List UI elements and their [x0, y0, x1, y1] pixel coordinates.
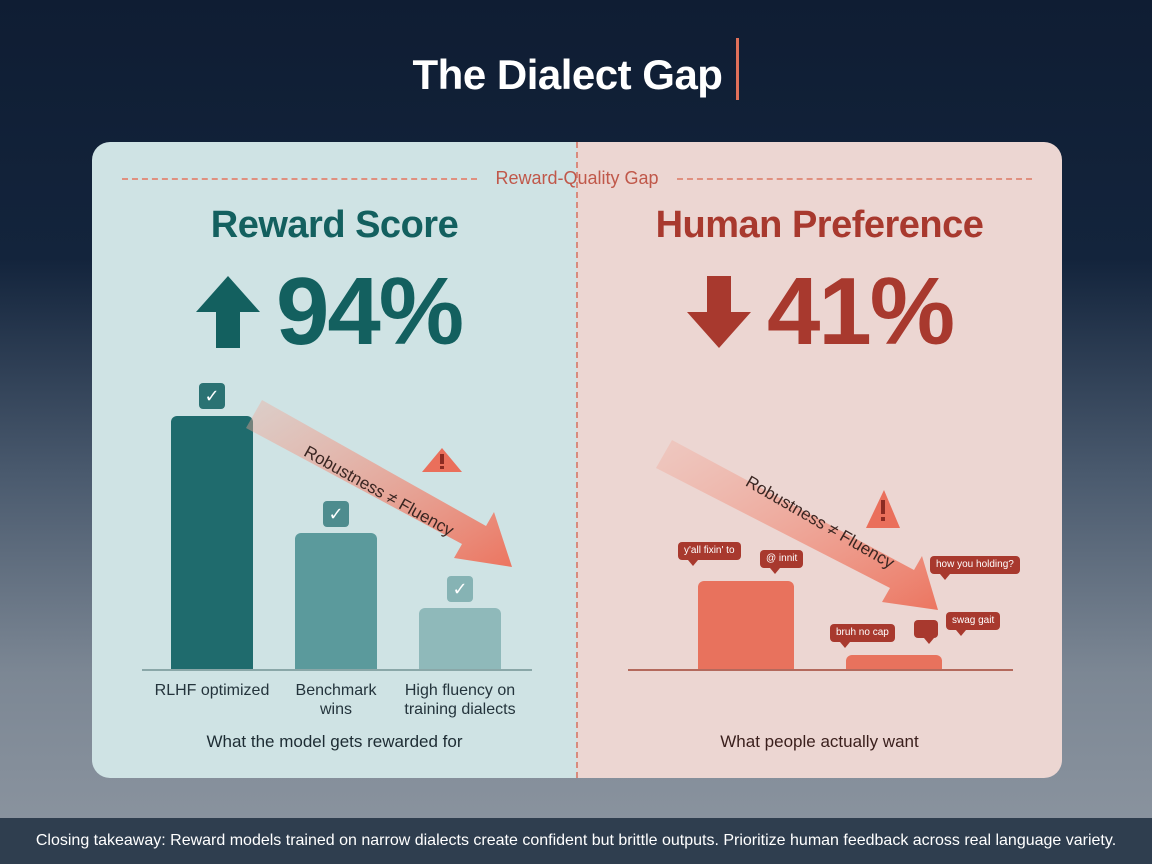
human-preference-value-row: 41% [687, 258, 955, 365]
arrow-down-icon [687, 276, 751, 348]
gap-dashed-line-right [677, 178, 1032, 180]
bar-label-benchmark: Benchmark wins [295, 682, 377, 718]
left-baseline [142, 669, 532, 671]
bar-benchmark-wins [295, 533, 377, 670]
bar-dialect-preference-2 [846, 655, 942, 670]
gap-label: Reward-Quality Gap [495, 168, 659, 188]
arrow-up-icon [196, 276, 260, 348]
title-accent-bar [736, 38, 740, 100]
dialect-bubble: y'all fixin' to [678, 542, 741, 566]
bar-high-fluency [419, 608, 501, 670]
check-icon: ✓ [447, 576, 473, 602]
reward-score-value: 94% [276, 258, 464, 365]
reward-score-value-row: 94% [196, 258, 464, 365]
dialect-bubble: swag gait [946, 612, 1001, 636]
dialect-bubble-empty [914, 620, 938, 644]
closing-takeaway: Closing takeaway: Reward models trained … [0, 818, 1152, 864]
center-divider [576, 142, 578, 778]
bar-label-fluency: High fluency on training dialects [404, 682, 516, 718]
left-caption: What the model gets rewarded for [206, 732, 463, 751]
right-baseline [628, 669, 1013, 671]
comparison-card: Reward-Quality Gap Reward Score 94% ✓ ✓ … [92, 142, 1062, 778]
bar-label-rlhf: RLHF optimized [154, 682, 270, 699]
reward-score-heading: Reward Score [210, 204, 459, 246]
dialect-bubble: how you holding? [930, 556, 1020, 580]
gap-dashed-line-left [122, 178, 477, 180]
human-preference-value: 41% [767, 258, 955, 365]
page-title-row: The Dialect Gap [0, 38, 1152, 100]
dialect-bubble: bruh no cap [830, 624, 895, 648]
dialect-bubble: @ innit [760, 550, 804, 574]
page-title: The Dialect Gap [412, 51, 723, 98]
bar-rlhf-optimized [171, 416, 253, 670]
check-icon: ✓ [199, 383, 225, 409]
right-caption: What people actually want [720, 732, 919, 751]
check-icon: ✓ [323, 501, 349, 527]
human-preference-heading: Human Preference [655, 204, 984, 246]
bar-dialect-preference-1 [698, 581, 794, 670]
